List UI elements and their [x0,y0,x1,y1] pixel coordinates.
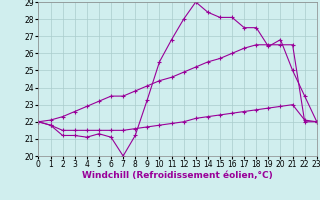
X-axis label: Windchill (Refroidissement éolien,°C): Windchill (Refroidissement éolien,°C) [82,171,273,180]
